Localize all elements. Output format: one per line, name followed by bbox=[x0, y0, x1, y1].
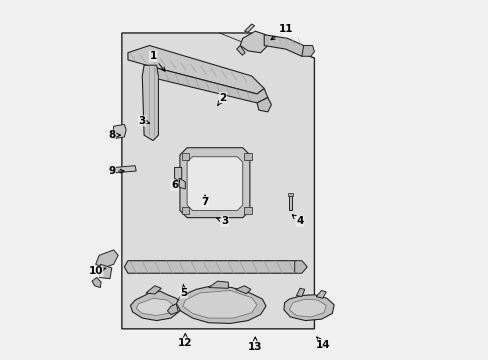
Polygon shape bbox=[244, 153, 251, 160]
Polygon shape bbox=[179, 178, 185, 189]
Polygon shape bbox=[145, 286, 161, 294]
Polygon shape bbox=[115, 166, 136, 173]
Text: 14: 14 bbox=[315, 337, 330, 350]
Polygon shape bbox=[182, 153, 188, 160]
Text: 9: 9 bbox=[108, 166, 124, 176]
Polygon shape bbox=[284, 295, 333, 320]
Polygon shape bbox=[142, 65, 158, 140]
Polygon shape bbox=[167, 304, 178, 315]
Polygon shape bbox=[301, 45, 314, 56]
Polygon shape bbox=[294, 261, 306, 273]
Polygon shape bbox=[145, 67, 267, 103]
Polygon shape bbox=[289, 196, 292, 211]
Polygon shape bbox=[183, 291, 257, 318]
Text: 4: 4 bbox=[292, 215, 303, 226]
Text: 11: 11 bbox=[270, 24, 292, 40]
Polygon shape bbox=[174, 167, 182, 181]
Polygon shape bbox=[208, 281, 228, 288]
Text: 7: 7 bbox=[201, 195, 208, 207]
Polygon shape bbox=[113, 125, 126, 139]
Text: 3: 3 bbox=[216, 216, 228, 226]
Polygon shape bbox=[96, 250, 118, 268]
Polygon shape bbox=[187, 157, 242, 211]
Polygon shape bbox=[128, 45, 264, 94]
Polygon shape bbox=[257, 98, 271, 112]
Polygon shape bbox=[176, 286, 265, 323]
Polygon shape bbox=[99, 264, 112, 279]
Polygon shape bbox=[244, 24, 254, 32]
Polygon shape bbox=[316, 291, 325, 298]
Polygon shape bbox=[287, 193, 293, 196]
Text: 2: 2 bbox=[217, 93, 226, 105]
Polygon shape bbox=[130, 291, 182, 320]
Polygon shape bbox=[296, 288, 304, 297]
Text: 8: 8 bbox=[108, 130, 120, 140]
Polygon shape bbox=[182, 207, 188, 214]
Text: 3: 3 bbox=[139, 116, 149, 126]
Polygon shape bbox=[235, 286, 250, 294]
Polygon shape bbox=[136, 298, 174, 316]
Text: 12: 12 bbox=[178, 333, 192, 348]
Polygon shape bbox=[236, 45, 244, 55]
Text: 13: 13 bbox=[247, 337, 262, 352]
Polygon shape bbox=[240, 31, 267, 53]
Polygon shape bbox=[122, 33, 314, 329]
Text: 5: 5 bbox=[180, 284, 187, 298]
Polygon shape bbox=[124, 261, 300, 273]
Polygon shape bbox=[244, 207, 251, 214]
Text: 6: 6 bbox=[171, 180, 179, 190]
Polygon shape bbox=[264, 35, 308, 56]
Polygon shape bbox=[180, 148, 249, 218]
Text: 1: 1 bbox=[149, 51, 164, 71]
Polygon shape bbox=[92, 278, 101, 288]
Polygon shape bbox=[289, 299, 325, 317]
Text: 10: 10 bbox=[88, 266, 106, 276]
